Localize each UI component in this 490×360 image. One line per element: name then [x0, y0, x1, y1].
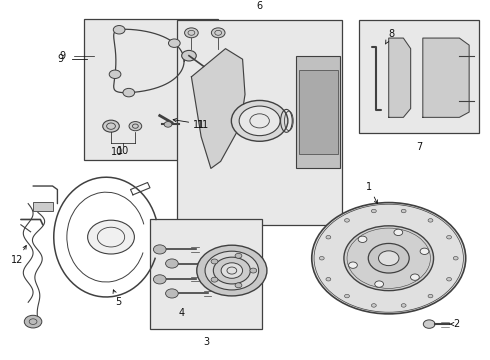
- Circle shape: [169, 39, 180, 48]
- Circle shape: [211, 28, 225, 38]
- Text: 2: 2: [450, 319, 459, 329]
- Circle shape: [447, 235, 451, 239]
- Text: 11: 11: [193, 121, 205, 130]
- Polygon shape: [192, 49, 245, 168]
- Circle shape: [447, 278, 451, 281]
- Text: 4: 4: [178, 308, 185, 318]
- Bar: [150, 220, 262, 329]
- Circle shape: [211, 259, 218, 264]
- Text: 1: 1: [366, 182, 377, 203]
- Circle shape: [182, 50, 196, 61]
- Circle shape: [211, 277, 218, 282]
- Circle shape: [312, 203, 466, 314]
- Text: 8: 8: [386, 29, 394, 44]
- Circle shape: [344, 226, 434, 291]
- Circle shape: [368, 243, 409, 273]
- Circle shape: [221, 263, 243, 278]
- Text: 7: 7: [416, 142, 422, 152]
- Circle shape: [401, 304, 406, 307]
- Text: 6: 6: [257, 1, 263, 12]
- Circle shape: [24, 315, 42, 328]
- Circle shape: [153, 245, 166, 254]
- Circle shape: [113, 26, 125, 34]
- Circle shape: [166, 289, 178, 298]
- Circle shape: [250, 268, 257, 273]
- Circle shape: [401, 209, 406, 213]
- Text: 3: 3: [203, 337, 209, 347]
- Text: 10: 10: [111, 147, 123, 157]
- Text: 11: 11: [196, 121, 209, 130]
- Circle shape: [319, 256, 324, 260]
- Text: 9: 9: [59, 51, 65, 61]
- Circle shape: [109, 70, 121, 78]
- Circle shape: [166, 259, 178, 268]
- Circle shape: [375, 281, 384, 287]
- Circle shape: [88, 220, 134, 254]
- Bar: [84, 19, 218, 159]
- Bar: [177, 21, 343, 225]
- Circle shape: [358, 236, 367, 243]
- Bar: [360, 21, 479, 133]
- Circle shape: [197, 245, 267, 296]
- Circle shape: [235, 253, 242, 258]
- Circle shape: [239, 106, 280, 136]
- Circle shape: [420, 248, 429, 255]
- Circle shape: [153, 275, 166, 284]
- Circle shape: [423, 320, 435, 328]
- Text: 12: 12: [11, 246, 26, 265]
- Circle shape: [348, 262, 357, 268]
- Circle shape: [213, 257, 250, 284]
- Circle shape: [344, 219, 349, 222]
- Circle shape: [129, 122, 142, 131]
- Polygon shape: [423, 38, 469, 117]
- Circle shape: [231, 100, 288, 141]
- Circle shape: [453, 256, 458, 260]
- Circle shape: [123, 89, 135, 97]
- Circle shape: [235, 283, 242, 288]
- Circle shape: [164, 122, 172, 127]
- Circle shape: [371, 209, 376, 213]
- Circle shape: [371, 304, 376, 307]
- Bar: [296, 56, 340, 168]
- Circle shape: [378, 251, 399, 266]
- Circle shape: [326, 278, 331, 281]
- Circle shape: [344, 294, 349, 298]
- Circle shape: [428, 294, 433, 298]
- Circle shape: [411, 274, 419, 280]
- Circle shape: [428, 219, 433, 222]
- Text: 5: 5: [113, 290, 122, 307]
- Bar: [298, 70, 338, 154]
- Circle shape: [103, 120, 119, 132]
- Circle shape: [185, 28, 198, 38]
- Bar: [33, 202, 52, 211]
- Polygon shape: [389, 38, 411, 117]
- Circle shape: [394, 229, 403, 235]
- Text: 10: 10: [117, 146, 129, 156]
- Circle shape: [205, 251, 259, 290]
- Text: 9: 9: [58, 54, 64, 64]
- Circle shape: [326, 235, 331, 239]
